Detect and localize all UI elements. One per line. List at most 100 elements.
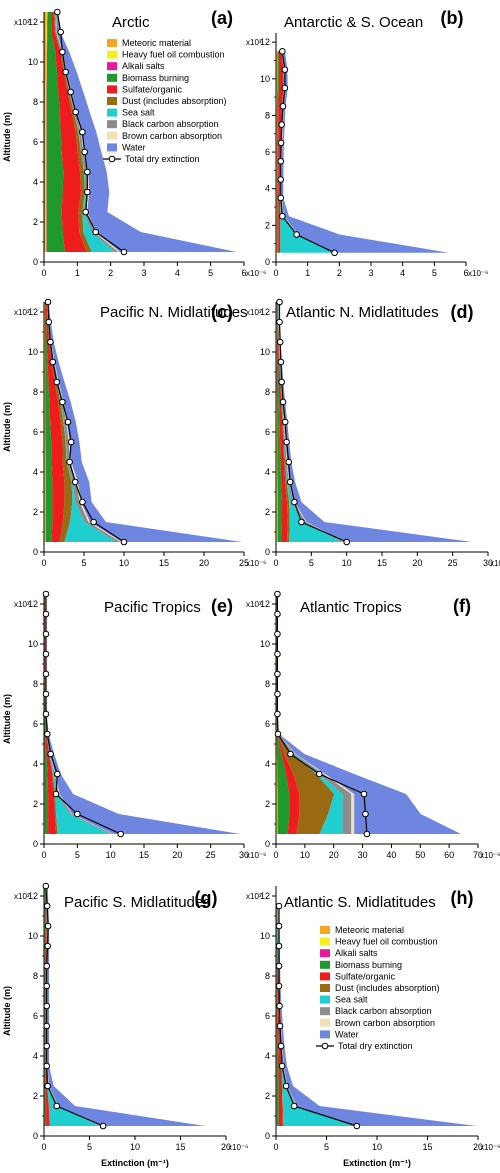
total-dry-extinction-point: [275, 982, 283, 990]
legend-label: Brown carbon absorption: [335, 1018, 435, 1028]
total-dry-extinction-point: [79, 498, 86, 506]
area-sea-salt: [277, 594, 343, 834]
area-biomass-burning: [276, 906, 279, 1126]
total-dry-extinction-point: [278, 378, 285, 386]
total-dry-extinction-point: [44, 942, 51, 950]
total-dry-extinction-point: [43, 982, 51, 990]
total-dry-extinction-point: [363, 830, 371, 838]
y-multiplier: x10³: [246, 600, 262, 609]
total-dry-extinction-point: [53, 1102, 61, 1110]
total-dry-extinction-point: [45, 318, 53, 326]
panel-title: Antarctic & S. Ocean: [284, 14, 423, 31]
legend-label: Black carbon absorption: [335, 1006, 432, 1016]
x-tick-label: 10: [342, 558, 352, 568]
x-multiplier: x10⁻⁶: [480, 851, 500, 860]
area-black-carbon-absorption: [277, 594, 352, 834]
total-dry-extinction-point: [274, 630, 281, 638]
legend-swatch: [107, 108, 117, 117]
x-tick-label: 0: [41, 1142, 46, 1152]
legend-label: Dust (includes absorption): [335, 983, 440, 993]
x-tick-label: 20: [221, 1142, 231, 1152]
x-tick-label: 0: [273, 850, 278, 860]
legend-label: Sulfate/organic: [335, 971, 396, 981]
x-tick-label: 2: [337, 268, 342, 278]
y-axis-label: Altitude (m): [2, 986, 12, 1036]
x-tick-label: 5: [75, 850, 80, 860]
total-dry-extinction-point: [362, 810, 369, 818]
legend-swatch: [107, 50, 117, 59]
y-tick-label: 4: [33, 759, 38, 769]
x-tick-label: 20: [473, 1142, 483, 1152]
total-dry-extinction-point: [120, 538, 128, 546]
y-tick-label: 8: [33, 679, 38, 689]
y-tick-label: 0: [265, 547, 270, 557]
total-dry-extinction-point: [343, 538, 350, 546]
x-tick-label: 5: [81, 558, 86, 568]
total-dry-extinction-point: [279, 398, 287, 406]
total-dry-extinction-point: [274, 590, 281, 598]
x-axis-label: Extinction (m⁻¹): [101, 1158, 169, 1168]
x-tick-label: 10: [119, 558, 129, 568]
y-tick-label: 12: [28, 17, 38, 27]
legend-swatch: [320, 1007, 330, 1016]
legend-label-total: Total dry extinction: [338, 1041, 413, 1051]
total-dry-extinction-point: [275, 942, 283, 950]
area-dust-includes-absorption: [277, 302, 290, 542]
total-dry-extinction-point: [81, 148, 88, 156]
total-dry-extinction-point: [67, 438, 75, 446]
y-tick-label: 4: [33, 1051, 38, 1061]
total-dry-extinction-point: [276, 1002, 283, 1010]
panel-title: Arctic: [112, 14, 150, 31]
total-dry-extinction-point: [360, 790, 368, 798]
x-tick-label: 30: [239, 850, 249, 860]
total-dry-extinction-point: [286, 478, 294, 486]
legend-swatch: [320, 960, 330, 969]
total-dry-extinction-point: [274, 730, 282, 738]
area-water: [278, 906, 477, 1126]
legend: Meteoric material Heavy fuel oil combusti…: [316, 925, 440, 1051]
legend-swatch: [107, 131, 117, 140]
x-tick-label: 10: [130, 1142, 140, 1152]
y-tick-label: 8: [33, 387, 38, 397]
y-tick-label: 4: [265, 184, 270, 194]
total-dry-extinction-point: [278, 121, 286, 128]
legend-label: Alkali salts: [335, 948, 378, 958]
area-biomass-burning: [276, 594, 290, 834]
total-dry-extinction-point: [43, 1022, 51, 1030]
y-tick-label: 10: [260, 347, 270, 357]
total-dry-extinction-point: [276, 298, 283, 306]
y-tick-label: 10: [260, 931, 270, 941]
x-tick-label: 60: [444, 850, 454, 860]
total-dry-extinction-point: [277, 358, 285, 366]
total-dry-extinction-point: [66, 458, 73, 466]
total-dry-extinction-line: [278, 906, 357, 1127]
y-tick-label: 2: [33, 799, 38, 809]
y-tick-label: 6: [33, 137, 38, 147]
legend-swatch: [107, 120, 117, 129]
y-tick-label: 4: [265, 759, 270, 769]
total-dry-extinction-point: [42, 710, 50, 718]
area-dust-includes-absorption: [46, 302, 73, 542]
area-water: [281, 51, 449, 253]
y-tick-label: 2: [265, 220, 270, 230]
y-tick-label: 6: [33, 1011, 38, 1021]
y-tick-label: 12: [260, 599, 270, 609]
total-dry-extinction-point: [276, 338, 284, 346]
area-sulfate-organic: [278, 51, 284, 253]
total-dry-extinction-point: [282, 1082, 290, 1090]
legend: Meteoric material Heavy fuel oil combusti…: [103, 38, 227, 164]
area-heavy-fuel-oil-combustion: [45, 12, 48, 252]
x-axis-label: Extinction (m⁻¹): [343, 1158, 411, 1168]
total-dry-extinction-point: [274, 670, 281, 678]
panel-label: (b): [441, 8, 464, 28]
area-meteoric-material: [44, 12, 47, 252]
y-tick-label: 6: [33, 427, 38, 437]
y-multiplier: x10³: [246, 308, 262, 317]
x-multiplier: x10⁻⁶: [246, 269, 266, 278]
total-dry-extinction-point: [42, 630, 50, 638]
x-tick-label: 5: [432, 268, 437, 278]
